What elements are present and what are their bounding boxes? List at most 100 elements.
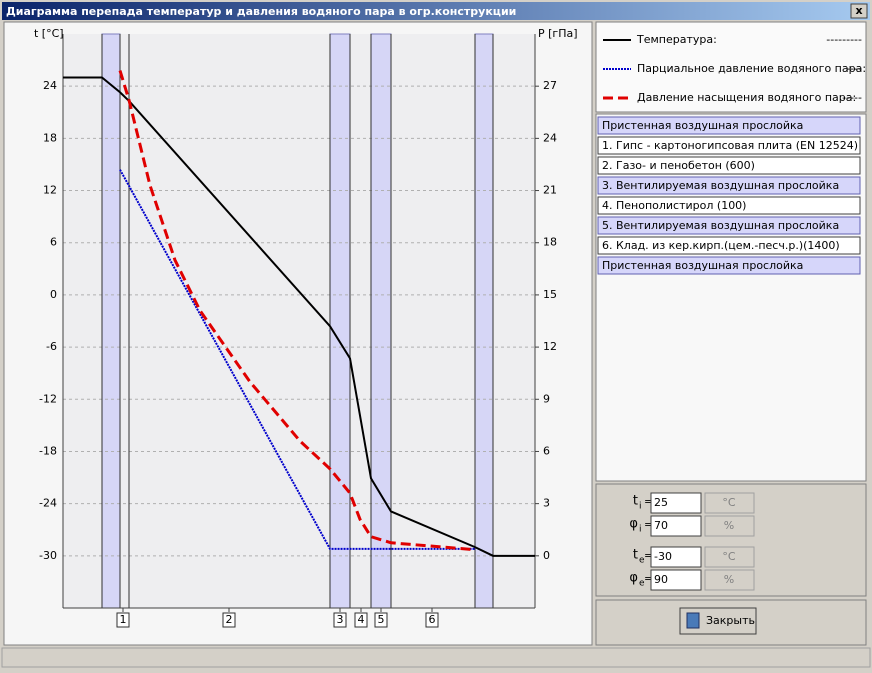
layer-label: 4 bbox=[358, 613, 365, 626]
input-equals: = bbox=[644, 495, 653, 508]
layer-item[interactable] bbox=[597, 216, 861, 235]
input-subscript: e bbox=[639, 556, 645, 566]
y2-tick-label: 12 bbox=[543, 340, 557, 353]
title-bar bbox=[2, 2, 870, 20]
layer-label-box bbox=[425, 612, 439, 628]
legend-suffix: --------- bbox=[826, 33, 862, 46]
y2-tick-label: 24 bbox=[543, 131, 557, 144]
y-tick-label: 6 bbox=[50, 236, 57, 249]
y2-tick-label: 9 bbox=[543, 392, 550, 405]
layer-label: 6 bbox=[429, 613, 436, 626]
air-layer-band bbox=[474, 33, 494, 609]
y2-tick-label: 0 bbox=[543, 549, 550, 562]
layer-item-label[interactable]: 6. Клад. из кер.кирп.(цем.-песч.р.)(1400… bbox=[602, 239, 840, 252]
y2-tick-label: 3 bbox=[543, 497, 550, 510]
legend-label: Температура: bbox=[636, 33, 717, 46]
y-tick-label: -24 bbox=[39, 497, 57, 510]
y-tick-label: -30 bbox=[39, 549, 57, 562]
layer-item-label[interactable]: 1. Гипс - картоногипсовая плита (EN 1252… bbox=[602, 139, 858, 152]
y-tick-label: -6 bbox=[46, 340, 57, 353]
unit-box bbox=[704, 492, 755, 514]
layer-item-label[interactable]: 4. Пенополистирол (100) bbox=[602, 199, 746, 212]
input-symbol: t bbox=[633, 494, 638, 509]
input-equals: = bbox=[644, 549, 653, 562]
series-line bbox=[119, 169, 475, 550]
y-axis-title: t [°C] bbox=[34, 27, 64, 40]
legend-panel bbox=[595, 21, 867, 113]
layer-item[interactable] bbox=[597, 156, 861, 175]
unit-label: °C bbox=[722, 550, 736, 563]
input-value[interactable]: 70 bbox=[654, 519, 668, 532]
layer-label-box bbox=[333, 612, 347, 628]
y2-tick-label: 6 bbox=[543, 444, 550, 457]
layer-item-label[interactable]: 2. Газо- и пенобетон (600) bbox=[602, 159, 755, 172]
y2-tick-label: 15 bbox=[543, 288, 557, 301]
layer-label-box bbox=[354, 612, 368, 628]
input-subscript: i bbox=[639, 525, 642, 535]
input-symbol: t bbox=[633, 548, 638, 563]
layer-label: 2 bbox=[226, 613, 233, 626]
input-equals: = bbox=[644, 518, 653, 531]
y-tick-label: -12 bbox=[39, 392, 57, 405]
close-window-button[interactable] bbox=[850, 3, 868, 19]
input-symbol: φ bbox=[629, 571, 638, 586]
input-subscript: i bbox=[639, 502, 642, 512]
legend-suffix: ----- bbox=[842, 91, 862, 104]
unit-box bbox=[704, 515, 755, 537]
layer-label-box bbox=[116, 612, 130, 628]
y2-tick-label: 18 bbox=[543, 236, 557, 249]
input-value[interactable]: 90 bbox=[654, 573, 668, 586]
input-value[interactable]: -30 bbox=[654, 550, 672, 563]
layer-label: 3 bbox=[337, 613, 344, 626]
air-layer-band bbox=[329, 33, 351, 609]
plot-area bbox=[63, 34, 535, 608]
input-equals: = bbox=[644, 572, 653, 585]
legend-suffix: ---- bbox=[846, 62, 862, 75]
y2-axis-title: P [гПа] bbox=[538, 27, 578, 40]
input-symbol: φ bbox=[629, 517, 638, 532]
layers-panel bbox=[595, 113, 867, 482]
unit-box bbox=[704, 546, 755, 568]
y-tick-label: 18 bbox=[43, 131, 57, 144]
status-bar bbox=[1, 647, 871, 668]
layer-label: 5 bbox=[378, 613, 385, 626]
layer-item-label[interactable]: 5. Вентилируемая воздушная прослойка bbox=[602, 219, 839, 232]
series-line bbox=[63, 76, 535, 557]
layer-label-box bbox=[374, 612, 388, 628]
unit-label: °C bbox=[722, 496, 736, 509]
air-layer-band bbox=[370, 33, 392, 609]
input-value[interactable]: 25 bbox=[654, 496, 668, 509]
layer-item[interactable] bbox=[597, 116, 861, 135]
unit-label: % bbox=[724, 573, 734, 586]
layer-label-box bbox=[222, 612, 236, 628]
legend-label: Парциальное давление водяного пара: bbox=[637, 62, 866, 75]
legend-label: Давление насыщения водяного пара: bbox=[637, 91, 856, 104]
y-tick-label: 24 bbox=[43, 79, 57, 92]
y-tick-label: 0 bbox=[50, 288, 57, 301]
air-layer-band bbox=[101, 33, 121, 609]
layer-item-label[interactable]: Пристенная воздушная прослойка bbox=[602, 259, 803, 272]
layer-item[interactable] bbox=[597, 256, 861, 275]
input-field[interactable] bbox=[650, 492, 702, 514]
layer-item-label[interactable]: Пристенная воздушная прослойка bbox=[602, 119, 803, 132]
input-field[interactable] bbox=[650, 515, 702, 537]
y-tick-label: 12 bbox=[43, 184, 57, 197]
layer-item[interactable] bbox=[597, 236, 861, 255]
close-button-label[interactable]: Закрыть bbox=[706, 614, 755, 627]
unit-box bbox=[704, 569, 755, 591]
layer-label: 1 bbox=[120, 613, 127, 626]
layer-item[interactable] bbox=[597, 176, 861, 195]
close-window-icon[interactable]: x bbox=[855, 4, 862, 17]
unit-label: % bbox=[724, 519, 734, 532]
input-field[interactable] bbox=[650, 569, 702, 591]
layer-item-label[interactable]: 3. Вентилируемая воздушная прослойка bbox=[602, 179, 839, 192]
layer-item[interactable] bbox=[597, 136, 861, 155]
input-field[interactable] bbox=[650, 546, 702, 568]
y-tick-label: -18 bbox=[39, 444, 57, 457]
input-subscript: e bbox=[639, 579, 645, 589]
y2-tick-label: 21 bbox=[543, 184, 557, 197]
window-title: Диаграмма перепада температур и давления… bbox=[6, 5, 516, 18]
layer-item[interactable] bbox=[597, 196, 861, 215]
close-button-icon[interactable] bbox=[686, 612, 700, 629]
